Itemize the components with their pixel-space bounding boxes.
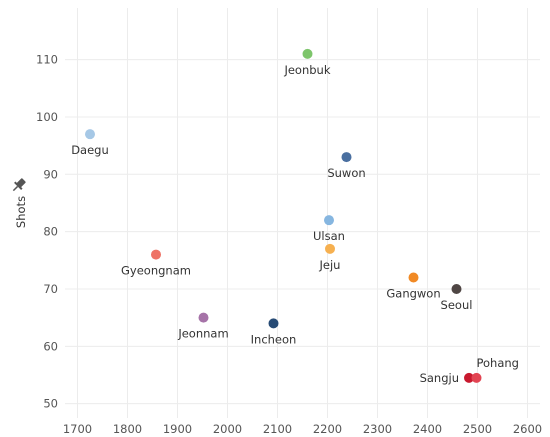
pin-icon[interactable]	[10, 177, 28, 195]
data-point[interactable]	[325, 243, 335, 254]
y-tick-label: 50	[43, 397, 58, 411]
x-tick-label: 2100	[263, 422, 292, 436]
data-point[interactable]	[464, 372, 474, 383]
data-point[interactable]	[85, 129, 95, 140]
y-tick-label: 80	[43, 225, 58, 239]
y-tick-label: 60	[43, 339, 58, 353]
data-label: Ulsan	[313, 229, 345, 243]
axis-ticks: 1700 1800 1900 2000 2100 2200 2300 2400 2500 2600…	[36, 53, 542, 436]
x-tick-label: 1900	[163, 422, 192, 436]
data-point[interactable]	[408, 272, 419, 283]
y-tick-label: 70	[43, 282, 58, 296]
y-tick-label: 90	[43, 167, 58, 181]
data-point[interactable]	[198, 312, 209, 323]
x-tick-label: 1700	[63, 422, 92, 436]
data-label: Incheon	[251, 332, 297, 346]
y-tick-label: 110	[36, 53, 58, 67]
x-tick-label: 2000	[213, 422, 242, 436]
x-tick-label: 2600	[513, 422, 542, 436]
data-point[interactable]	[451, 283, 462, 294]
data-point[interactable]	[302, 48, 313, 59]
x-tick-label: 2500	[463, 422, 492, 436]
x-tick-label: 2400	[413, 422, 442, 436]
x-tick-label: 1800	[113, 422, 142, 436]
data-point[interactable]	[341, 152, 352, 163]
data-label: Daegu	[71, 143, 109, 157]
data-label: Suwon	[327, 166, 365, 180]
data-label: Seoul	[441, 298, 473, 312]
x-tick-label: 2300	[363, 422, 392, 436]
y-tick-label: 100	[36, 110, 58, 124]
y-axis-title-group: Shots	[14, 196, 28, 228]
x-tick-label: 2200	[313, 422, 342, 436]
data-label: Gangwon	[386, 287, 440, 301]
data-point[interactable]	[471, 372, 482, 383]
data-label: Jeonbuk	[283, 63, 330, 77]
data-point[interactable]	[324, 215, 334, 226]
data-points	[85, 48, 482, 383]
data-point[interactable]	[151, 249, 161, 260]
data-label: Jeju	[319, 258, 341, 272]
y-axis-title: Shots	[14, 196, 28, 228]
data-labels: Jeonbuk Daegu Suwon Ulsan Jeju Gyeongnam Gangw…	[71, 63, 519, 385]
data-point[interactable]	[268, 318, 279, 329]
data-label: Pohang	[477, 356, 520, 370]
data-label: Jeonnam	[177, 327, 228, 341]
data-label: Sangju	[420, 371, 459, 385]
data-label: Gyeongnam	[121, 264, 191, 278]
